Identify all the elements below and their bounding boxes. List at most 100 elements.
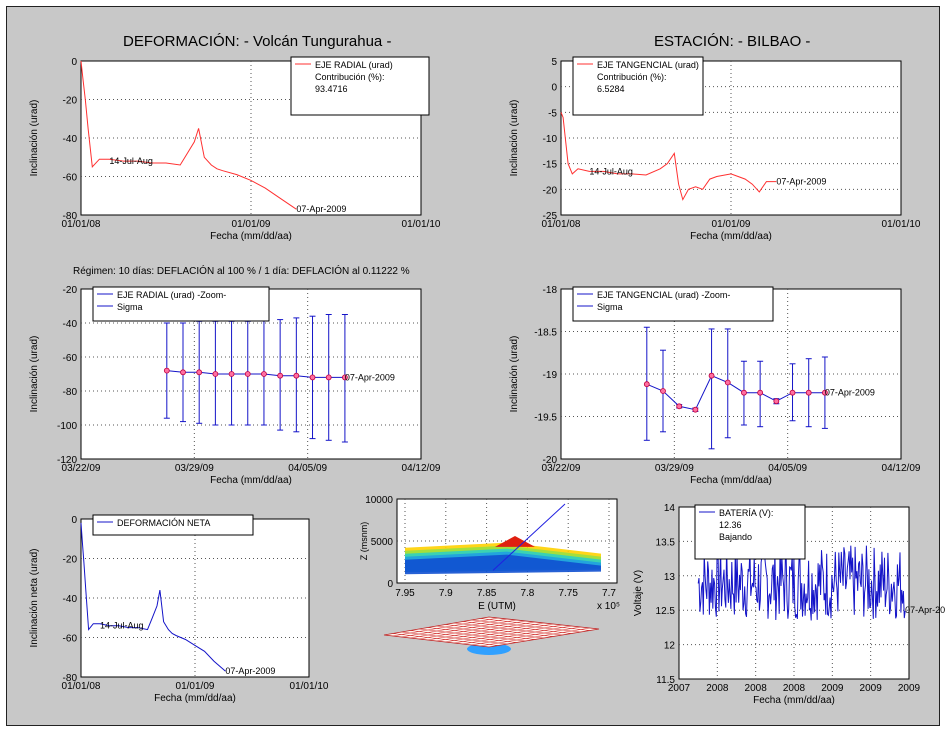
- y-tick-label: -40: [63, 319, 78, 330]
- x-tick-label: 03/29/09: [175, 463, 214, 474]
- left-title: DEFORMACIÓN: - Volcán Tungurahua -: [123, 33, 392, 50]
- x-tick-label: 2009: [821, 683, 844, 694]
- series-line: [560, 112, 777, 201]
- y-tick-label: -18.5: [534, 328, 557, 339]
- x-axis-label: Fecha (mm/dd/aa): [690, 475, 772, 486]
- legend-box: [92, 286, 270, 322]
- annotation: 07-Apr-2009: [825, 388, 875, 398]
- series-line: [697, 545, 906, 621]
- x-axis-label: Fecha (mm/dd/aa): [210, 475, 292, 486]
- x-tick-label: 01/01/08: [62, 219, 101, 230]
- x-tick-label: 7.85: [477, 588, 497, 599]
- y-tick-label: 0: [551, 83, 557, 94]
- legend-label: DEFORMACIÓN NETA: [117, 518, 210, 528]
- annotation: 07-Apr-2009: [905, 605, 945, 615]
- right-title: ESTACIÓN: - BILBAO -: [654, 33, 811, 50]
- y-axis-label: Inclinación (urad): [509, 100, 520, 177]
- volcano-peak: [495, 535, 535, 547]
- y-tick-label: 13: [664, 572, 676, 583]
- y-tick-label: -20: [543, 455, 558, 466]
- x-axis-label: Fecha (mm/dd/aa): [154, 693, 236, 704]
- mesh-line: [480, 618, 590, 631]
- y-tick-label: -19: [543, 370, 558, 381]
- y-tick-label: -60: [63, 634, 78, 645]
- legend-box: [92, 514, 254, 536]
- x-tick-label: 7.9: [439, 588, 453, 599]
- x-tick-label: 04/05/09: [288, 463, 327, 474]
- x-tick-label: 03/22/09: [542, 463, 581, 474]
- data-point: [325, 374, 332, 381]
- y-tick-label: 12: [664, 641, 676, 652]
- x-tick-label: 01/01/09: [232, 219, 271, 230]
- data-point: [660, 388, 666, 394]
- data-point: [643, 381, 650, 388]
- data-point: [773, 398, 780, 405]
- annotation: 14-Jul-Aug: [109, 156, 153, 166]
- data-point: [741, 389, 747, 396]
- x-tick-label: 2008: [783, 683, 806, 694]
- data-point: [789, 389, 796, 396]
- legend-box: [572, 56, 704, 116]
- legend-label: Sigma: [117, 302, 143, 312]
- y-tick-label: -20: [63, 285, 78, 296]
- y-tick-label: -60: [63, 173, 78, 184]
- y-axis-label: Inclinación (urad): [29, 336, 40, 413]
- mesh-line: [471, 626, 581, 646]
- y-tick-label: -25: [543, 211, 558, 222]
- x-tick-label: 03/22/09: [62, 463, 101, 474]
- annotation: 07-Apr-2009: [225, 666, 275, 676]
- x-tick-label: 7.95: [395, 588, 415, 599]
- annotation: 07-Apr-2009: [776, 177, 826, 187]
- x-tick-label: 2009: [860, 683, 883, 694]
- data-point: [757, 389, 764, 396]
- x-tick-label: 03/29/09: [655, 463, 694, 474]
- topo-surface-band: [405, 554, 601, 575]
- data-point: [293, 372, 300, 379]
- y-axis-label: Voltaje (V): [633, 570, 644, 616]
- legend-label: Sigma: [597, 302, 623, 312]
- data-point: [180, 369, 186, 376]
- legend-label: Contribución (%):: [597, 72, 667, 82]
- annotation: 14-Jul-Aug: [589, 166, 633, 176]
- legend-label: 6.5284: [597, 84, 625, 94]
- annotation: 07-Apr-2009: [345, 372, 395, 382]
- y-tick-label: 5: [551, 57, 557, 68]
- data-point: [342, 374, 348, 381]
- x-tick-label: 2009: [898, 683, 921, 694]
- x-tick-label: 04/05/09: [768, 463, 807, 474]
- data-point: [724, 379, 731, 386]
- figure-window: DEFORMACIÓN: - Volcán Tungurahua - ESTAC…: [6, 6, 945, 726]
- legend-label: 93.4716: [315, 84, 348, 94]
- y-axis-label: Inclinación neta (urad): [29, 549, 40, 648]
- x-tick-label: 2007: [668, 683, 691, 694]
- regime-text: Régimen: 10 días: DEFLACIÓN al 100 % / 1…: [73, 266, 410, 277]
- legend-box: [290, 56, 430, 116]
- x-axis-label: Fecha (mm/dd/aa): [210, 231, 292, 242]
- y-tick-label: 0: [71, 57, 77, 68]
- x-axis-label: Fecha (mm/dd/aa): [690, 231, 772, 242]
- y-tick-label: 0: [71, 515, 77, 526]
- series-line: [80, 522, 226, 672]
- x-tick-label: 01/01/08: [62, 681, 101, 692]
- y-tick-label: 12.5: [656, 606, 676, 617]
- x-tick-label: 01/01/10: [290, 681, 329, 692]
- data-point: [805, 389, 812, 396]
- x-multiplier: x 10⁵: [597, 601, 620, 612]
- y-tick-label: -80: [63, 387, 78, 398]
- y-tick-label: -15: [543, 160, 558, 171]
- x-axis-label: E (UTM): [478, 601, 516, 612]
- y-tick-label: 0: [387, 579, 393, 590]
- x-tick-label: 7.8: [520, 588, 534, 599]
- y-tick-label: -80: [63, 211, 78, 222]
- x-tick-label: 2008: [706, 683, 729, 694]
- source-line: [492, 503, 566, 571]
- y-tick-label: -20: [543, 185, 558, 196]
- data-point: [244, 371, 251, 377]
- legend-label: Bajando: [719, 532, 752, 542]
- annotation: 14-Jul-Aug: [100, 621, 144, 631]
- legend-box: [694, 504, 806, 560]
- y-tick-label: 10000: [365, 495, 393, 506]
